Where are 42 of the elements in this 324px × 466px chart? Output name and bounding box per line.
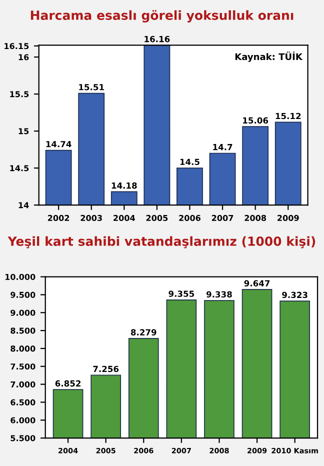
- x-tick-label: 2005: [146, 214, 168, 221]
- data-label: 15.06: [243, 117, 268, 124]
- y-tick-label: 6.000: [10, 417, 36, 424]
- data-label: 15.51: [79, 84, 104, 90]
- x-tick-label: 2007: [212, 214, 234, 221]
- data-label: 9.647: [244, 280, 270, 286]
- x-tick-label: 2006: [179, 214, 201, 221]
- y-tick-label: 16.15: [4, 43, 29, 50]
- chart-title: Yeşil kart sahibi vatandaşlarımız (1000 kişi): [8, 236, 316, 248]
- data-label: 14.74: [46, 141, 72, 148]
- y-tick-label: 7.000: [10, 381, 36, 388]
- data-label: 9.338: [206, 291, 232, 298]
- data-label: 14.7: [213, 144, 232, 150]
- y-tick-label: 10.000: [5, 274, 36, 280]
- x-tick-label: 2004: [114, 214, 135, 221]
- data-label: 14.5: [180, 158, 200, 166]
- y-tick-label: 7.500: [10, 363, 36, 370]
- chart-title: Harcama esaslı göreli yoksulluk oranı: [30, 10, 294, 22]
- y-tick-label: 15: [18, 128, 29, 134]
- data-label: 15.12: [276, 112, 301, 120]
- annotation: Kaynak: TÜİK: [235, 52, 303, 62]
- y-tick-label: 6.500: [10, 399, 36, 406]
- data-label: 6.852: [55, 380, 80, 387]
- x-tick-label: 2003: [80, 214, 102, 221]
- data-label: 9.355: [168, 290, 194, 297]
- y-tick-label: 8.000: [10, 346, 36, 352]
- data-label: 7.256: [93, 366, 119, 372]
- x-tick-label: 2009: [278, 214, 299, 221]
- y-tick-label: 9.000: [10, 310, 36, 316]
- data-label: 8.279: [130, 329, 156, 336]
- x-tick-label: 2002: [48, 214, 70, 221]
- data-label: 9.323: [282, 292, 308, 298]
- y-tick-label: 5.500: [10, 435, 36, 442]
- x-tick-label: 2008: [244, 214, 266, 221]
- data-label: 14.18: [112, 182, 137, 189]
- y-tick-label: 15.5: [10, 91, 29, 98]
- data-label: 16.16: [144, 36, 170, 42]
- y-tick-label: 8.500: [10, 328, 36, 334]
- y-tick-label: 9.500: [10, 292, 36, 298]
- y-tick-label: 14: [18, 202, 29, 208]
- y-tick-label: 16: [18, 54, 29, 60]
- y-tick-label: 14.5: [10, 165, 29, 172]
